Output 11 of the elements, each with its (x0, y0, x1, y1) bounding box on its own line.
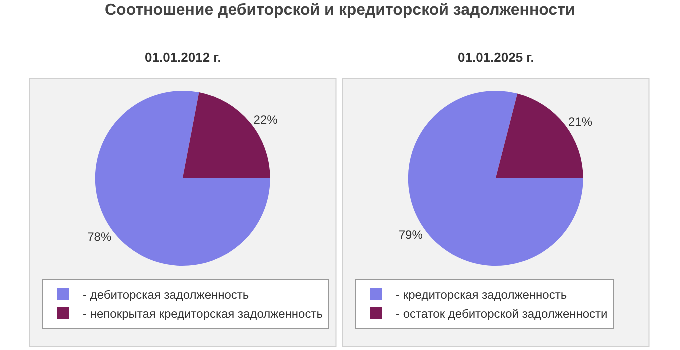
chart-subtitle: 01.01.2025 г. (458, 50, 534, 65)
data-label: 79% (398, 228, 424, 242)
legend-label: - дебиторская задолженность (83, 288, 250, 302)
legend-label: - кредиторская задолженность (396, 288, 568, 302)
data-label: 78% (88, 230, 112, 244)
legend-label: - остаток дебиторской задолженности (396, 307, 608, 322)
data-label: 22% (254, 112, 278, 127)
legend-label: - непокрытая кредиторская задолженность (83, 307, 323, 322)
chart-subtitle: 01.01.2012 г. (145, 50, 222, 65)
data-label: 21% (568, 115, 593, 130)
chart-title: Соотношение дебиторской и кредиторской задолженности (105, 2, 576, 19)
